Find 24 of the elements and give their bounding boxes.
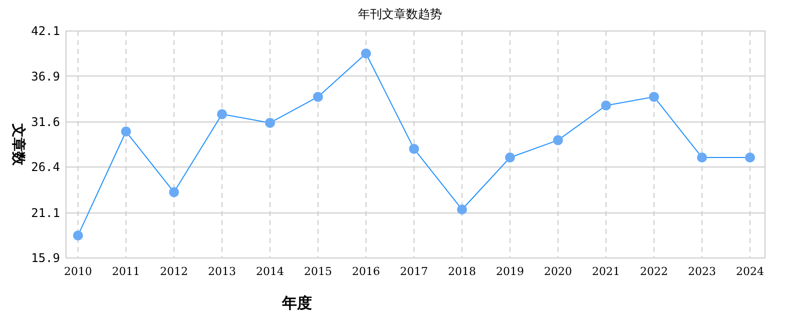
y-tick-label: 42.1 [31, 24, 60, 38]
x-tick-label: 2018 [448, 265, 476, 278]
x-tick-label: 2021 [592, 265, 620, 278]
y-tick-label: 26.4 [31, 160, 60, 174]
x-tick-label: 2012 [160, 265, 188, 278]
x-tick-label: 2022 [640, 265, 668, 278]
x-tick-label: 2023 [688, 265, 716, 278]
chart-title: 年刊文章数趋势 [358, 7, 442, 21]
y-tick-label: 21.1 [31, 206, 60, 220]
x-tick-label: 2010 [64, 265, 92, 278]
x-axis-title: 年度 [281, 294, 312, 312]
x-tick-label: 2013 [208, 265, 236, 278]
x-tick-label: 2015 [304, 265, 332, 278]
x-tick-label: 2014 [256, 265, 284, 278]
x-tick-label: 2017 [400, 265, 428, 278]
y-tick-label: 31.6 [31, 115, 60, 130]
x-tick-label: 2011 [112, 265, 140, 278]
x-tick-label: 2016 [352, 265, 380, 278]
x-tick-label: 2024 [736, 265, 764, 278]
x-tick-label: 2019 [496, 265, 524, 278]
y-tick-label: 15.9 [31, 251, 60, 266]
x-tick-label: 2020 [544, 265, 572, 278]
y-tick-label: 36.9 [31, 69, 60, 84]
y-axis-title: 文章数 [10, 122, 27, 166]
